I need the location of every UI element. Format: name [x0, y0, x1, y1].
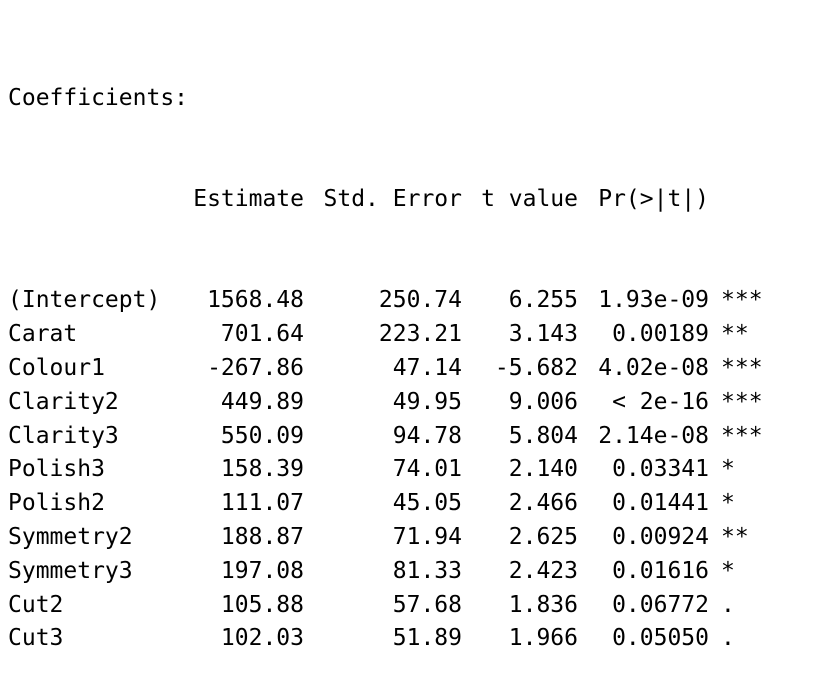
header-estimate: Estimate — [193, 185, 304, 212]
row-signif-code: ** — [721, 523, 749, 550]
row-estimate: -267.86 — [207, 354, 304, 381]
row-p-value: < 2e-16 — [612, 388, 709, 415]
coefficient-row: (Intercept) 1568.48 250.74 6.255 1.93e-09 *** — [8, 284, 781, 318]
row-estimate: 111.07 — [220, 490, 304, 517]
row-t-value: 9.006 — [508, 388, 578, 415]
row-t-value: 1.966 — [508, 625, 578, 652]
row-signif-code: . — [721, 625, 735, 652]
row-signif-code: *** — [721, 287, 763, 314]
header-p-value: Pr(>|t|) — [598, 185, 709, 212]
row-p-value: 0.00924 — [612, 523, 709, 550]
row-t-value: -5.682 — [494, 354, 578, 381]
coefficient-row: Symmetry2 188.87 71.94 2.625 0.00924 ** — [8, 521, 781, 555]
coefficient-row: Clarity2 449.89 49.95 9.006 < 2e-16 *** — [8, 386, 781, 420]
row-term: Carat — [8, 321, 78, 348]
row-signif-code: *** — [721, 422, 763, 449]
row-estimate: 102.03 — [220, 625, 304, 652]
row-p-value: 2.14e-08 — [598, 422, 709, 449]
row-term: (Intercept) — [8, 287, 161, 314]
coefficient-row: Cut2 105.88 57.68 1.836 0.06772. — [8, 589, 781, 623]
coefficient-row: Carat 701.64 223.21 3.143 0.00189 ** — [8, 318, 781, 352]
row-signif-code: *** — [721, 354, 763, 381]
coefficients-output: Coefficients: Estimate Std. Error t value P… — [8, 14, 781, 690]
header-t-value: t value — [481, 185, 578, 212]
row-std-error: 74.01 — [392, 456, 462, 483]
row-signif-code: . — [721, 591, 735, 618]
row-estimate: 158.39 — [220, 456, 304, 483]
row-estimate: 197.08 — [220, 557, 304, 584]
row-p-value: 0.00189 — [612, 321, 709, 348]
row-signif-code: * — [721, 490, 735, 517]
row-std-error: 223.21 — [378, 321, 462, 348]
row-p-value: 0.01441 — [612, 490, 709, 517]
row-term: Polish2 — [8, 490, 105, 517]
row-std-error: 45.05 — [392, 490, 462, 517]
coefficient-row: Clarity3 550.09 94.78 5.804 2.14e-08 *** — [8, 420, 781, 454]
row-std-error: 81.33 — [392, 557, 462, 584]
row-p-value: 0.06772 — [612, 591, 709, 618]
coefficient-row: Cut3 102.03 51.89 1.966 0.05050. — [8, 622, 781, 656]
row-t-value: 6.255 — [508, 287, 578, 314]
row-std-error: 47.14 — [392, 354, 462, 381]
row-t-value: 5.804 — [508, 422, 578, 449]
row-estimate: 188.87 — [220, 523, 304, 550]
row-term: Colour1 — [8, 354, 105, 381]
coefficient-row: Polish3 158.39 74.01 2.140 0.03341 * — [8, 453, 781, 487]
row-term: Cut2 — [8, 591, 64, 618]
row-signif-code: *** — [721, 388, 763, 415]
row-p-value: 0.05050 — [612, 625, 709, 652]
coefficient-row: Polish2 111.07 45.05 2.466 0.01441 * — [8, 487, 781, 521]
row-estimate: 701.64 — [220, 321, 304, 348]
row-p-value: 1.93e-09 — [598, 287, 709, 314]
row-estimate: 550.09 — [220, 422, 304, 449]
row-t-value: 2.625 — [508, 523, 578, 550]
header-row: Estimate Std. Error t value Pr(>|t|) — [8, 183, 781, 217]
row-p-value: 0.03341 — [612, 456, 709, 483]
coefficient-rows: (Intercept) 1568.48 250.74 6.255 1.93e-09 ***… — [8, 284, 781, 656]
row-t-value: 1.836 — [508, 591, 578, 618]
row-signif-code: ** — [721, 321, 749, 348]
coefficient-row: Symmetry3 197.08 81.33 2.423 0.01616 * — [8, 555, 781, 589]
row-p-value: 4.02e-08 — [598, 354, 709, 381]
row-term: Clarity3 — [8, 422, 119, 449]
row-std-error: 51.89 — [392, 625, 462, 652]
row-estimate: 105.88 — [220, 591, 304, 618]
row-std-error: 71.94 — [392, 523, 462, 550]
row-signif-code: * — [721, 557, 735, 584]
row-std-error: 250.74 — [378, 287, 462, 314]
row-p-value: 0.01616 — [612, 557, 709, 584]
row-term: Clarity2 — [8, 388, 119, 415]
row-estimate: 1568.48 — [207, 287, 304, 314]
row-term: Symmetry2 — [8, 523, 133, 550]
row-t-value: 2.466 — [508, 490, 578, 517]
row-t-value: 3.143 — [508, 321, 578, 348]
row-term: Polish3 — [8, 456, 105, 483]
row-std-error: 49.95 — [392, 388, 462, 415]
row-t-value: 2.140 — [508, 456, 578, 483]
row-t-value: 2.423 — [508, 557, 578, 584]
header-std-error: Std. Error — [323, 185, 462, 212]
row-std-error: 94.78 — [392, 422, 462, 449]
coefficients-title: Coefficients: — [8, 84, 189, 111]
coefficient-row: Colour1 -267.86 47.14 -5.682 4.02e-08 *** — [8, 352, 781, 386]
row-std-error: 57.68 — [392, 591, 462, 618]
row-signif-code: * — [721, 456, 735, 483]
row-term: Cut3 — [8, 625, 64, 652]
row-estimate: 449.89 — [220, 388, 304, 415]
row-term: Symmetry3 — [8, 557, 133, 584]
